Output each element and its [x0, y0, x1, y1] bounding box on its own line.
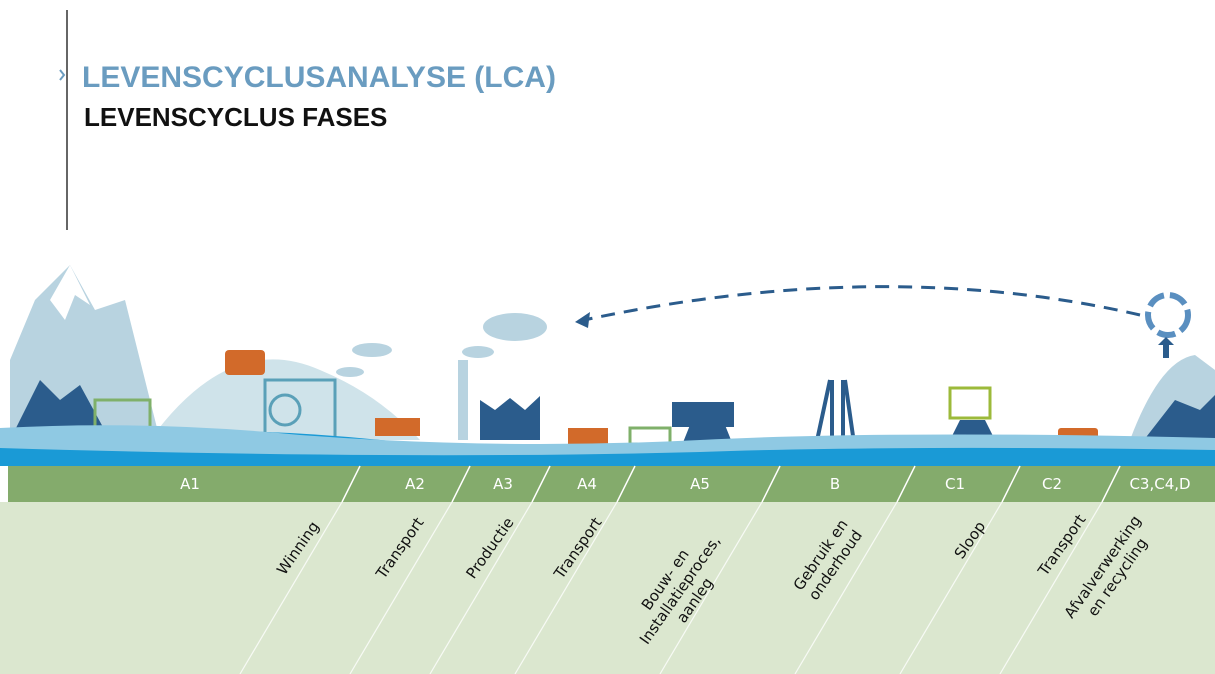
title: LEVENSCYCLUSANALYSE (LCA): [82, 61, 556, 94]
label-area: [0, 502, 1215, 674]
phase-code: A1: [180, 475, 200, 493]
phase-code: A3: [493, 475, 513, 493]
subtitle: LEVENSCYCLUS FASES: [84, 102, 387, 132]
phase-code: C1: [945, 475, 965, 493]
illustration: [0, 265, 1215, 466]
phase-code: A5: [690, 475, 710, 493]
phase-code: A4: [577, 475, 597, 493]
phase-code: C2: [1042, 475, 1062, 493]
phase-code: B: [830, 475, 840, 493]
bullet: [60, 70, 64, 80]
phase-code: A2: [405, 475, 425, 493]
slide: LEVENSCYCLUSANALYSE (LCA) LEVENSCYCLUS F…: [0, 0, 1215, 674]
phase-code: C3,C4,D: [1129, 475, 1190, 493]
